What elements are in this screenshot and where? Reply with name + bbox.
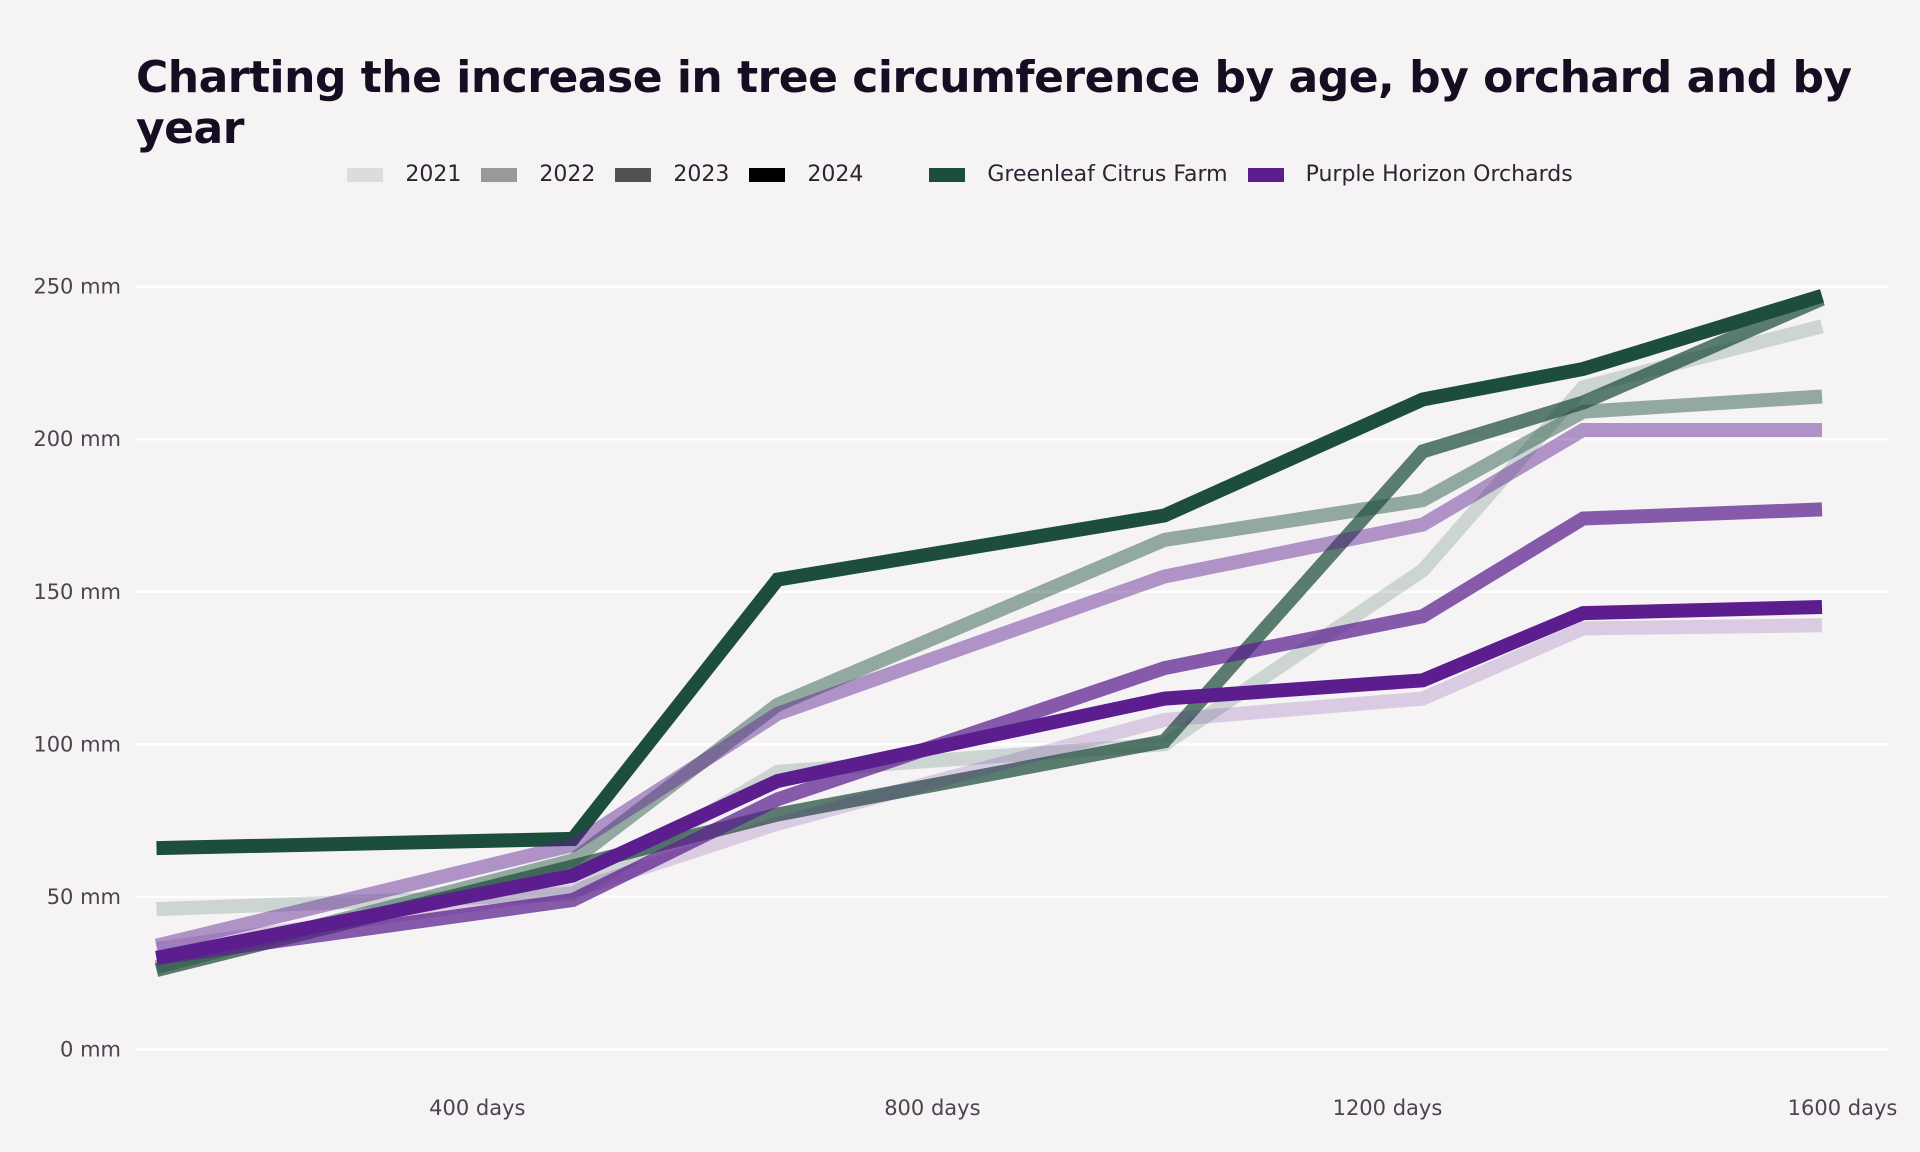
series-line-greenleaf-citrus-farm-2024	[156, 289, 1825, 856]
legend-swatch-2023	[615, 167, 652, 182]
legend-swatch-greenleaf	[929, 167, 966, 182]
y-tick-label: 250 mm	[33, 275, 121, 299]
legend-label-2022: 2022	[539, 162, 596, 187]
legend-item-2021: 2021	[347, 162, 461, 187]
chart-title: Charting the increase in tree circumfere…	[136, 52, 1852, 154]
y-tick-label: 200 mm	[33, 427, 121, 451]
legend-item-2024: 2024	[749, 162, 863, 187]
x-axis: 400 days 800 days 1200 days 1600 days	[429, 1096, 1897, 1120]
legend-label-greenleaf: Greenleaf Citrus Farm	[987, 162, 1228, 187]
series-lines	[154, 289, 1825, 977]
legend-item-2023: 2023	[615, 162, 729, 187]
legend-item-purple-horizon: Purple Horizon Orchards	[1247, 162, 1573, 187]
x-tick-label: 800 days	[884, 1096, 980, 1120]
legend-swatch-2024	[749, 167, 786, 182]
legend-label-2023: 2023	[673, 162, 730, 187]
series-line-greenleaf-citrus-farm-2023	[154, 292, 1825, 977]
series-line-purple-horizon-orchards-2023	[155, 502, 1823, 965]
x-tick-label: 1600 days	[1788, 1096, 1898, 1120]
legend-swatch-2021	[347, 167, 384, 182]
y-tick-label: 50 mm	[47, 885, 121, 909]
legend-item-2022: 2022	[481, 162, 595, 187]
y-tick-label: 150 mm	[33, 580, 121, 604]
y-tick-label: 0 mm	[60, 1037, 121, 1061]
y-axis: 0 mm 50 mm 100 mm 150 mm 200 mm 250 mm	[33, 275, 121, 1062]
legend-label-purple-horizon: Purple Horizon Orchards	[1305, 162, 1573, 187]
legend-item-greenleaf: Greenleaf Citrus Farm	[929, 162, 1228, 187]
series-line-purple-horizon-orchards-2021	[155, 618, 1823, 956]
legend-label-2024: 2024	[807, 162, 864, 187]
series-line-purple-horizon-orchards-2024	[155, 600, 1823, 965]
x-tick-label: 400 days	[429, 1096, 525, 1120]
gridlines	[136, 285, 1888, 1051]
y-tick-label: 100 mm	[33, 732, 121, 756]
legend-swatch-2022	[481, 167, 518, 182]
legend-label-2021: 2021	[405, 162, 462, 187]
legend: 2021 2022 2023 2024 Greenleaf Citrus Far…	[0, 162, 1920, 187]
series-line-purple-horizon-orchards-2022	[154, 423, 1822, 953]
x-tick-label: 1200 days	[1333, 1096, 1443, 1120]
legend-swatch-purple-horizon	[1247, 167, 1284, 182]
